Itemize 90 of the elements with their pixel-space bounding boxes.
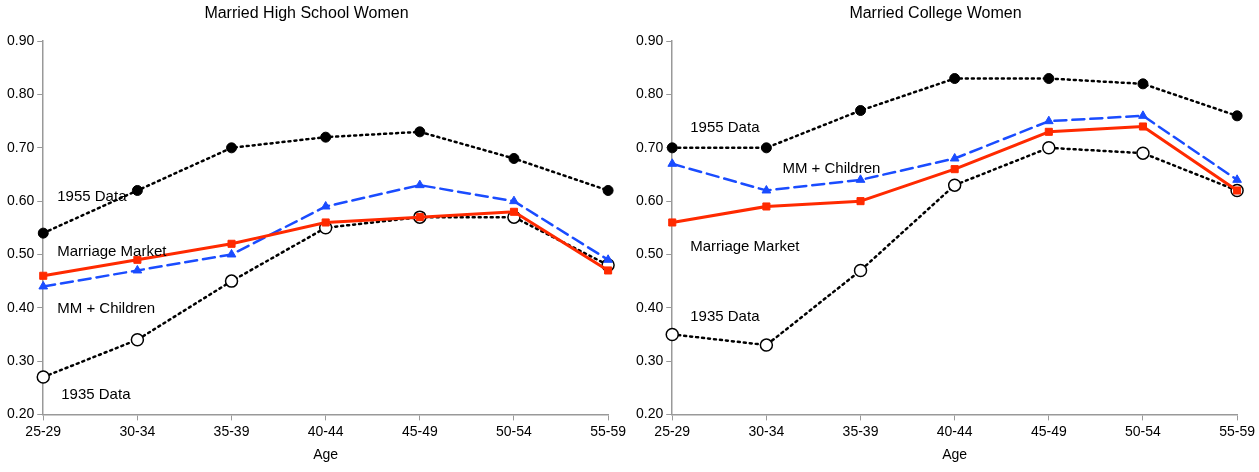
point (39, 271, 48, 280)
x-tick-label: 30-34 (119, 422, 156, 439)
y-tick-label: 0.30 (636, 351, 664, 368)
point (1231, 110, 1243, 122)
x-tick-label: 25-29 (654, 422, 691, 439)
y-tick-label: 0.60 (636, 192, 664, 208)
point (226, 142, 238, 154)
point (759, 338, 774, 352)
x-tick-label: 45-49 (401, 422, 438, 439)
series-label: 1955 Data (690, 117, 761, 135)
x-tick-label: 25-29 (25, 422, 62, 439)
y-tick-label: 0.50 (7, 245, 35, 262)
point (853, 263, 868, 278)
x-tick-label: 35-39 (213, 422, 250, 439)
point (508, 152, 520, 164)
point (36, 370, 50, 384)
point (604, 266, 613, 275)
x-tick-label: 50-54 (1125, 422, 1162, 439)
point (665, 327, 679, 342)
point (38, 280, 49, 290)
point (226, 248, 237, 258)
x-axis-title: Age (313, 446, 339, 463)
point (509, 195, 519, 205)
point (224, 274, 239, 288)
point (1043, 115, 1054, 125)
point (1138, 110, 1148, 119)
x-tick-label: 40-44 (936, 422, 973, 439)
x-tick-label: 55-59 (1219, 422, 1256, 439)
point (227, 239, 236, 248)
point (855, 105, 867, 117)
point (320, 131, 332, 143)
point (132, 264, 143, 274)
y-tick-label: 0.20 (7, 405, 35, 422)
y-tick-label: 0.70 (636, 138, 664, 155)
point (1043, 73, 1055, 85)
point (130, 333, 145, 347)
series-label: MM + Children (57, 298, 156, 316)
point (762, 202, 771, 211)
y-tick-label: 0.40 (7, 298, 35, 315)
series-label: Marriage Market (690, 236, 801, 254)
point (949, 73, 961, 85)
point (1044, 127, 1053, 136)
point (667, 158, 678, 167)
series-label: MM + Children (782, 158, 881, 176)
point (760, 142, 772, 154)
y-tick-label: 0.90 (7, 32, 35, 49)
x-tick-label: 30-34 (748, 422, 785, 439)
point (666, 142, 678, 154)
y-tick-label: 0.90 (636, 32, 664, 49)
point (668, 218, 677, 227)
point (602, 184, 614, 196)
point (950, 165, 959, 174)
y-tick-label: 0.30 (7, 351, 35, 368)
chart-title: Married College Women (849, 4, 1022, 22)
point (37, 227, 49, 239)
y-tick-label: 0.70 (7, 138, 35, 155)
point (1137, 78, 1149, 90)
point (856, 197, 865, 206)
x-axis-title: Age (942, 446, 968, 463)
x-tick-label: 35-39 (842, 422, 879, 439)
x-tick-label: 55-59 (590, 422, 627, 439)
point (947, 178, 962, 192)
point (761, 184, 772, 194)
y-tick-label: 0.60 (7, 192, 35, 208)
y-tick-label: 0.20 (636, 405, 664, 422)
series-label: 1955 Data (57, 187, 128, 205)
point (603, 254, 613, 263)
point (321, 218, 330, 227)
series-label: 1935 Data (61, 385, 132, 403)
series-label: Marriage Market (57, 241, 168, 259)
y-tick-label: 0.50 (636, 245, 664, 262)
y-tick-label: 0.40 (636, 298, 664, 315)
series-label: 1935 Data (690, 306, 761, 324)
point (1232, 174, 1242, 183)
x-tick-label: 45-49 (1030, 422, 1067, 439)
point (414, 179, 425, 189)
point (320, 200, 331, 210)
point (855, 174, 866, 183)
point (1042, 141, 1056, 155)
chart-title: Married High School Women (204, 4, 409, 22)
point (509, 207, 518, 216)
y-tick-label: 0.80 (636, 85, 664, 102)
y-tick-label: 0.80 (7, 85, 35, 102)
point (1136, 146, 1150, 160)
point (414, 126, 426, 138)
x-tick-label: 50-54 (496, 422, 533, 439)
point (949, 152, 960, 162)
point (131, 184, 143, 196)
x-tick-label: 40-44 (307, 422, 344, 439)
point (1138, 122, 1147, 131)
